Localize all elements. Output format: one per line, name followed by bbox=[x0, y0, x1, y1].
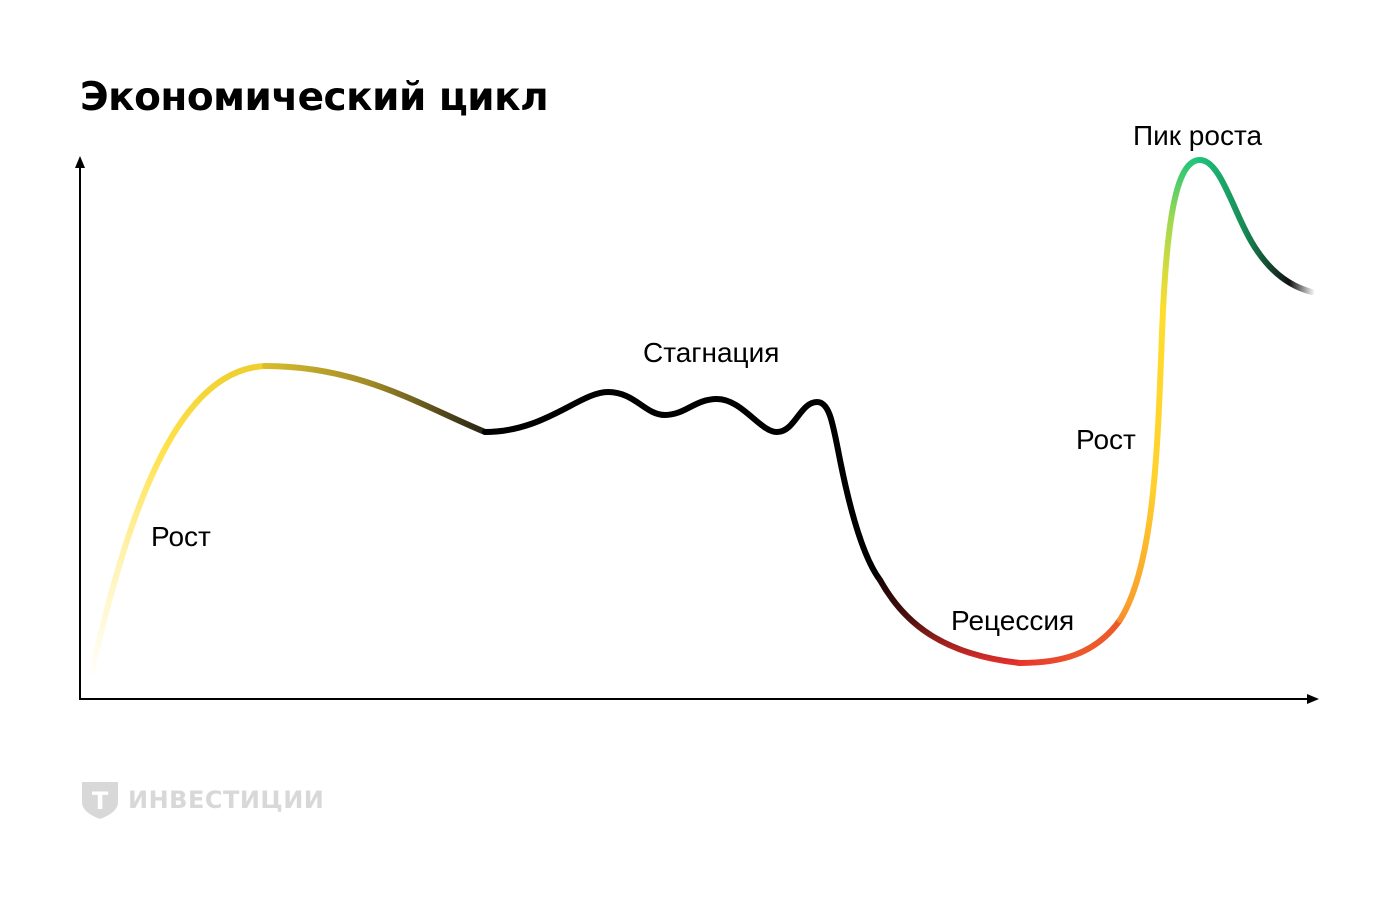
label-growth-2: Рост bbox=[1076, 424, 1136, 455]
label-stagnation: Стагнация bbox=[643, 337, 779, 368]
label-growth-1: Рост bbox=[151, 521, 211, 552]
curve-segment-post-peak bbox=[1197, 157, 1315, 295]
label-peak: Пик роста bbox=[1133, 120, 1262, 151]
logo-text: ИНВЕСТИЦИИ bbox=[128, 786, 325, 814]
curve-segment-growth bbox=[87, 363, 268, 683]
curve-segment-recession bbox=[877, 577, 1023, 666]
axes bbox=[75, 156, 1319, 704]
curve-segment-growth-rise bbox=[1117, 157, 1203, 623]
label-recession: Рецессия bbox=[951, 605, 1074, 636]
brand-logo: Т ИНВЕСТИЦИИ bbox=[80, 780, 324, 820]
curve-segment-stagnation bbox=[482, 389, 883, 583]
curve-segment-slowdown bbox=[262, 363, 488, 435]
curve-segment-trough bbox=[1017, 617, 1123, 666]
shield-icon: Т bbox=[82, 782, 118, 819]
cycle-curve bbox=[87, 157, 1315, 683]
shield-letter: Т bbox=[92, 787, 109, 815]
page-title: Экономический цикл bbox=[80, 75, 549, 120]
